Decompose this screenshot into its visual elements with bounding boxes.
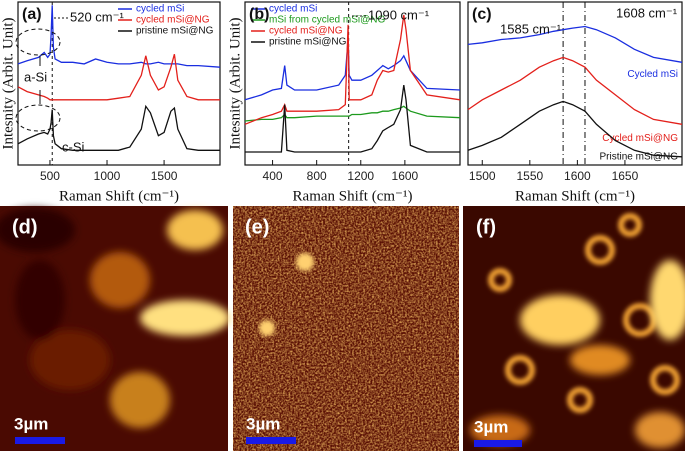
panel-label: (c)	[472, 6, 492, 23]
x-tick-label: 400	[263, 169, 283, 183]
x-tick-label: 1500	[469, 169, 496, 183]
legend-label: pristine mSi@NG	[136, 26, 214, 37]
series-line	[467, 100, 683, 158]
legend-label: cycled mSi	[136, 4, 184, 15]
y-axis-label: Intesnity (Arbit. Unit)	[0, 17, 16, 149]
panel-label: (b)	[249, 6, 269, 23]
scale-label: 3µm	[246, 414, 280, 433]
series-line	[244, 39, 461, 101]
panel-label: (a)	[22, 6, 42, 23]
x-tick-label: 1200	[347, 169, 374, 183]
series-line	[467, 25, 683, 63]
plot-frame	[244, 1, 461, 166]
legend-label: Pristine mSi@NG	[600, 152, 679, 163]
x-tick-label: 1650	[612, 169, 639, 183]
annotation: 520 cm⁻¹	[70, 9, 124, 24]
x-tick-label: 1600	[392, 169, 419, 183]
x-tick-label: 1600	[564, 169, 591, 183]
x-axis-label: Raman Shift (cm⁻¹)	[515, 188, 635, 204]
series-line	[17, 104, 220, 151]
annotation: 1585 cm⁻¹	[500, 21, 562, 36]
series-line	[467, 56, 683, 125]
plot-frame	[467, 1, 683, 166]
x-axis-label: Raman Shift (cm⁻¹)	[59, 188, 179, 204]
map-label: (f)	[476, 216, 496, 238]
legend-label: cycled mSi@NG	[269, 26, 343, 37]
map-f: (f) 3µm	[463, 206, 685, 451]
series-line	[17, 54, 220, 101]
legend-label: Cycled mSi	[627, 69, 678, 80]
annotation: c-Si	[62, 139, 85, 154]
plot-frame	[17, 1, 221, 166]
x-tick-label: 800	[307, 169, 327, 183]
map-e: (e) 3µm	[233, 206, 459, 451]
x-tick-label: 1000	[94, 169, 121, 183]
legend-label: cycled mSi	[269, 4, 317, 15]
legend-label: mSi from cycled mSi@NG	[269, 15, 385, 26]
scale-bar	[246, 437, 296, 444]
legend-label: Cycled mSi@NG	[602, 133, 678, 144]
annotation: 1608 cm⁻¹	[616, 5, 678, 20]
highlight-ellipse	[15, 104, 61, 132]
map-d: (d) 3µm	[0, 206, 230, 451]
legend-label: pristine mSi@NG	[269, 37, 347, 48]
x-tick-label: 1550	[516, 169, 543, 183]
map-label: (d)	[12, 216, 38, 238]
scale-bar	[474, 440, 522, 447]
scale-label: 3µm	[14, 414, 48, 433]
series-line	[17, 5, 221, 68]
legend-label: cycled mSi@NG	[136, 15, 210, 26]
map-label: (e)	[245, 216, 269, 238]
scale-bar	[15, 437, 65, 444]
series-line	[245, 85, 460, 153]
x-tick-label: 1500	[151, 169, 178, 183]
scale-label: 3µm	[474, 417, 508, 436]
highlight-ellipse	[15, 28, 61, 56]
x-tick-label: 500	[40, 169, 60, 183]
series-line	[244, 105, 461, 122]
x-axis-label: Raman Shift (cm⁻¹)	[293, 188, 413, 204]
y-axis-label: Intesnity (Arbit. Unit)	[227, 17, 243, 149]
annotation: a-Si	[24, 69, 47, 84]
annotation: 1090 cm⁻¹	[368, 7, 430, 22]
